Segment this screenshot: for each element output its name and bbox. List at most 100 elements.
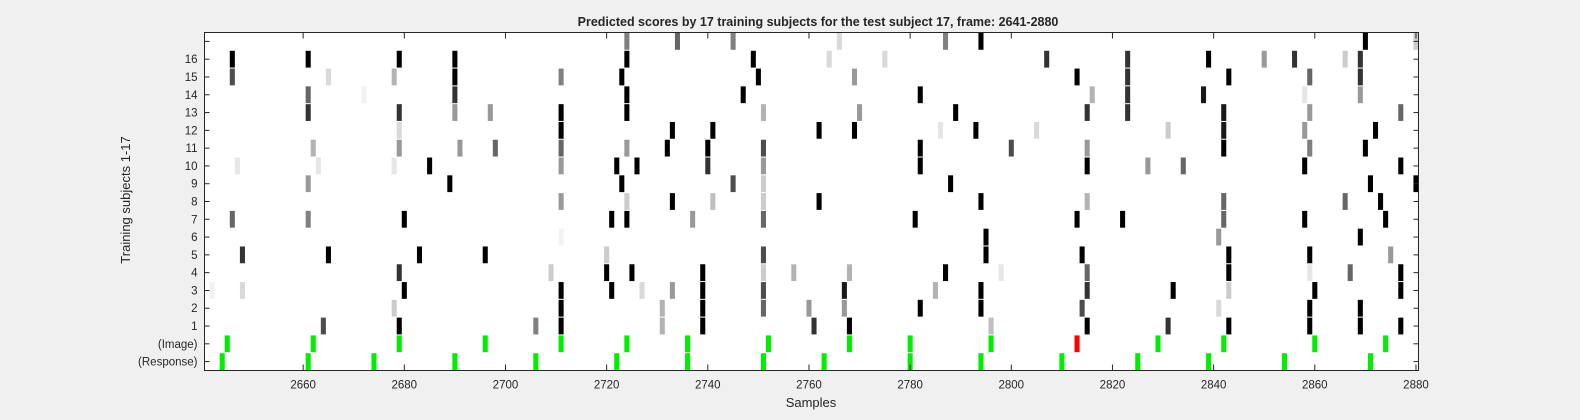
image-marker	[1312, 335, 1318, 353]
score-cell	[452, 104, 458, 121]
x-axis-label: Samples	[786, 395, 837, 410]
score-cell	[912, 210, 918, 228]
score-cell	[841, 282, 847, 299]
score-cell	[1307, 139, 1313, 157]
score-cell	[710, 193, 716, 210]
score-cell	[1357, 317, 1363, 335]
score-cell	[760, 210, 766, 228]
score-cell	[1221, 210, 1227, 228]
score-cell	[816, 193, 822, 210]
score-cell	[1221, 121, 1227, 139]
score-cell	[452, 86, 458, 104]
score-cell	[1084, 157, 1090, 175]
score-cell	[234, 157, 240, 175]
score-cell	[857, 104, 863, 121]
score-cell	[629, 264, 635, 282]
score-cell	[619, 175, 625, 193]
response-marker	[978, 353, 984, 370]
response-marker	[533, 353, 539, 370]
x-tick-label: 2840	[1201, 380, 1227, 392]
score-cell	[1292, 50, 1298, 68]
y-tick-label: 4	[191, 268, 198, 280]
score-cell	[558, 104, 564, 121]
score-cell	[1226, 317, 1232, 335]
score-cell	[1216, 228, 1222, 246]
y-tick-label: 6	[191, 232, 197, 244]
score-cell	[690, 210, 696, 228]
score-cell	[846, 264, 852, 282]
y-tick-label: (Image)	[158, 339, 198, 351]
image-error-marker	[1074, 335, 1080, 353]
score-cell	[659, 317, 665, 335]
score-cell	[558, 193, 564, 210]
response-marker	[907, 353, 913, 370]
score-cell	[558, 68, 564, 86]
score-cell	[841, 299, 847, 317]
score-cell	[1084, 282, 1090, 299]
score-cell	[932, 282, 938, 299]
x-tick-label: 2880	[1403, 380, 1429, 392]
score-cell	[700, 264, 706, 282]
score-cell	[1084, 317, 1090, 335]
score-cell	[1084, 139, 1090, 157]
score-cell	[401, 210, 407, 228]
score-cell	[315, 157, 321, 175]
y-tick-label: 15	[185, 72, 198, 84]
score-cell	[548, 264, 554, 282]
y-tick-label: 14	[185, 90, 198, 102]
score-cell	[1226, 68, 1232, 86]
score-cell	[917, 139, 923, 157]
score-cell	[937, 121, 944, 139]
image-marker	[1155, 335, 1161, 353]
x-tick-label: 2780	[897, 380, 923, 392]
score-cell	[558, 157, 564, 175]
score-cell	[634, 157, 640, 175]
score-cell	[614, 157, 620, 175]
score-cell	[917, 86, 923, 104]
score-cell	[1084, 104, 1090, 121]
score-cell	[943, 264, 949, 282]
response-marker	[1135, 353, 1141, 370]
score-cell	[639, 282, 645, 299]
response-marker	[305, 353, 311, 370]
score-cell	[988, 317, 994, 335]
x-tick-label: 2700	[493, 380, 519, 392]
score-cell	[447, 175, 453, 193]
score-cell	[1398, 264, 1404, 282]
score-cell	[1165, 121, 1171, 139]
y-tick-label: 13	[185, 108, 198, 120]
score-cell	[391, 157, 397, 175]
score-cell	[1079, 246, 1085, 264]
score-cell	[624, 50, 630, 68]
score-cell	[492, 139, 498, 157]
response-marker	[1059, 353, 1065, 370]
score-cell	[669, 282, 675, 299]
score-cell	[851, 68, 858, 86]
score-cell	[760, 264, 766, 282]
score-cell	[760, 193, 766, 210]
image-marker	[988, 335, 994, 353]
score-cell	[624, 139, 630, 157]
score-cell	[604, 246, 610, 264]
score-cell	[983, 228, 989, 246]
score-cell	[229, 210, 235, 228]
x-tick-label: 2740	[695, 380, 721, 392]
x-tick-label: 2760	[796, 380, 822, 392]
score-cell	[836, 33, 842, 50]
score-cell	[705, 139, 711, 157]
y-tick-label: 16	[185, 54, 198, 66]
score-cell	[325, 246, 331, 264]
x-tick-label: 2680	[392, 380, 418, 392]
score-cell	[1307, 68, 1313, 86]
score-cell	[391, 68, 397, 86]
x-tick-label: 2820	[1100, 380, 1126, 392]
score-cell	[229, 50, 235, 68]
score-cell	[533, 317, 539, 335]
score-cell	[710, 121, 716, 139]
score-cell	[760, 282, 766, 299]
score-cell	[1357, 50, 1363, 68]
y-axis-label: Training subjects 1-17	[118, 136, 133, 263]
score-cell	[558, 228, 564, 246]
score-cell	[816, 121, 822, 139]
